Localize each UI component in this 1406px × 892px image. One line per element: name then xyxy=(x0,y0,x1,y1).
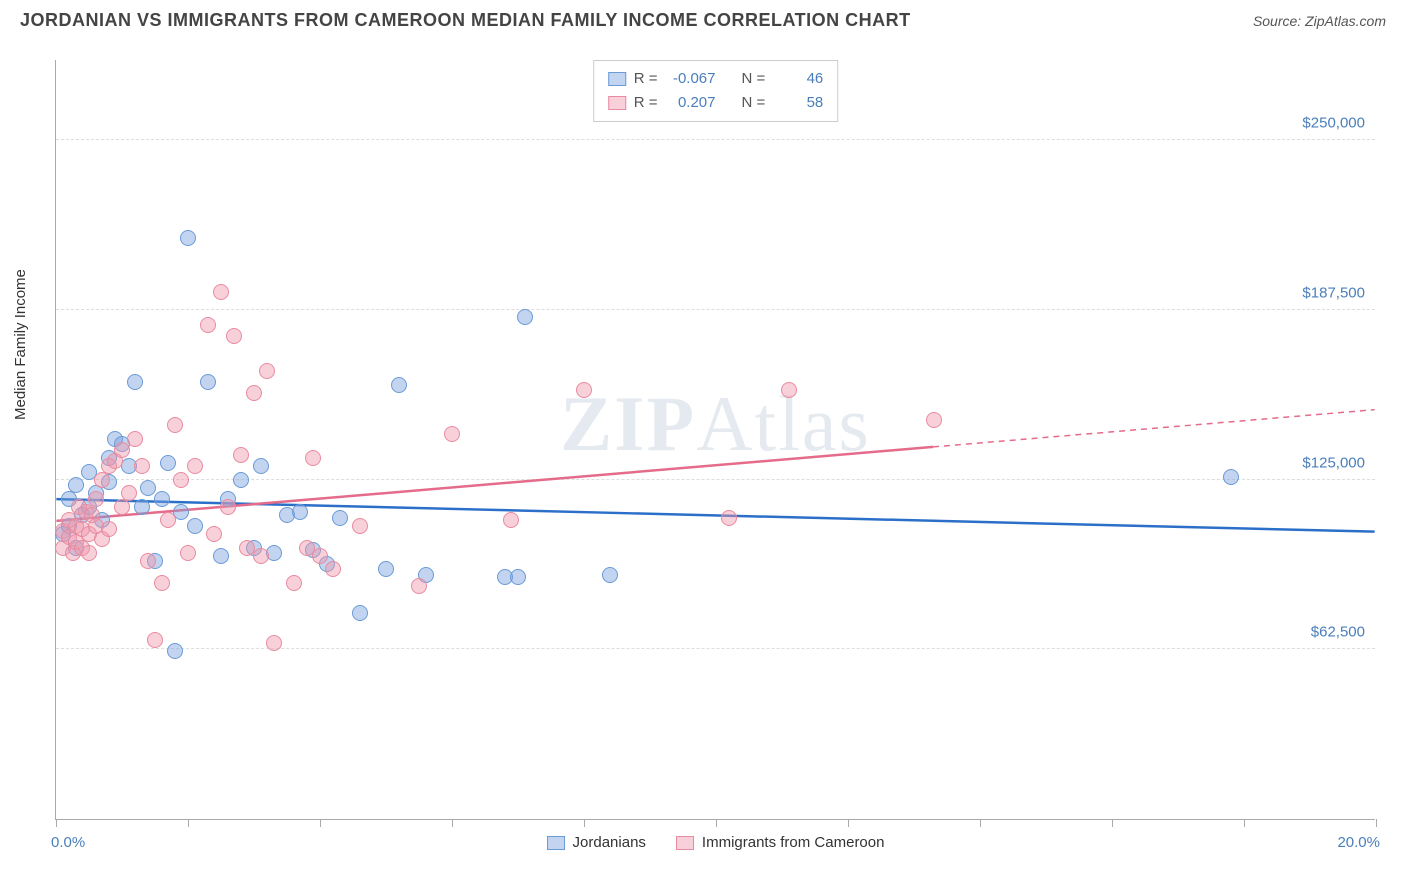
data-point xyxy=(325,561,341,577)
data-point xyxy=(114,442,130,458)
x-tick xyxy=(188,819,189,827)
y-axis-label: Median Family Income xyxy=(12,269,29,420)
data-point xyxy=(292,504,308,520)
data-point xyxy=(213,548,229,564)
data-point xyxy=(781,382,797,398)
y-tick-label: $125,000 xyxy=(1302,454,1365,471)
data-point xyxy=(503,512,519,528)
x-tick xyxy=(848,819,849,827)
data-point xyxy=(312,548,328,564)
data-point xyxy=(305,450,321,466)
x-tick xyxy=(980,819,981,827)
y-tick-label: $62,500 xyxy=(1311,624,1365,641)
data-point xyxy=(127,374,143,390)
data-point xyxy=(721,510,737,526)
gridline xyxy=(56,139,1375,140)
data-point xyxy=(213,284,229,300)
x-tick xyxy=(716,819,717,827)
data-point xyxy=(352,518,368,534)
data-point xyxy=(187,458,203,474)
data-point xyxy=(1223,469,1239,485)
data-point xyxy=(160,455,176,471)
swatch-cameroon xyxy=(608,96,626,110)
data-point xyxy=(206,526,222,542)
data-point xyxy=(233,472,249,488)
stats-row-jordanians: R = -0.067 N = 46 xyxy=(608,67,824,91)
regression-lines xyxy=(56,60,1375,819)
data-point xyxy=(253,548,269,564)
data-point xyxy=(253,458,269,474)
data-point xyxy=(154,575,170,591)
data-point xyxy=(602,567,618,583)
watermark: ZIPAtlas xyxy=(560,379,871,469)
legend-swatch-jordanians xyxy=(547,836,565,850)
data-point xyxy=(510,569,526,585)
source-attribution: Source: ZipAtlas.com xyxy=(1253,13,1386,29)
data-point xyxy=(926,412,942,428)
y-tick-label: $250,000 xyxy=(1302,115,1365,132)
data-point xyxy=(127,431,143,447)
data-point xyxy=(246,385,262,401)
chart-plot-area: ZIPAtlas $62,500 $125,000 $187,500 $250,000… xyxy=(55,60,1375,820)
legend-swatch-cameroon xyxy=(676,836,694,850)
data-point xyxy=(200,374,216,390)
data-point xyxy=(266,635,282,651)
data-point xyxy=(200,317,216,333)
x-tick xyxy=(1112,819,1113,827)
data-point xyxy=(391,377,407,393)
data-point xyxy=(259,363,275,379)
gridline xyxy=(56,309,1375,310)
data-point xyxy=(180,230,196,246)
data-point xyxy=(81,545,97,561)
stats-row-cameroon: R = 0.207 N = 58 xyxy=(608,91,824,115)
data-point xyxy=(576,382,592,398)
data-point xyxy=(160,512,176,528)
data-point xyxy=(226,328,242,344)
data-point xyxy=(180,545,196,561)
x-tick xyxy=(584,819,585,827)
data-point xyxy=(121,485,137,501)
data-point xyxy=(378,561,394,577)
data-point xyxy=(154,491,170,507)
data-point xyxy=(167,643,183,659)
data-point xyxy=(134,499,150,515)
data-point xyxy=(101,521,117,537)
legend-item-cameroon: Immigrants from Cameroon xyxy=(676,834,885,851)
x-axis-min: 0.0% xyxy=(51,834,85,851)
x-tick xyxy=(56,819,57,827)
data-point xyxy=(444,426,460,442)
data-point xyxy=(173,472,189,488)
x-tick xyxy=(1244,819,1245,827)
correlation-stats-box: R = -0.067 N = 46 R = 0.207 N = 58 xyxy=(593,60,839,122)
data-point xyxy=(352,605,368,621)
gridline xyxy=(56,648,1375,649)
data-point xyxy=(88,491,104,507)
data-point xyxy=(411,578,427,594)
x-axis-max: 20.0% xyxy=(1337,834,1380,851)
data-point xyxy=(147,632,163,648)
data-point xyxy=(167,417,183,433)
data-point xyxy=(68,477,84,493)
data-point xyxy=(286,575,302,591)
swatch-jordanians xyxy=(608,72,626,86)
data-point xyxy=(233,447,249,463)
x-tick xyxy=(320,819,321,827)
bottom-legend: Jordanians Immigrants from Cameroon xyxy=(547,834,885,851)
gridline xyxy=(56,479,1375,480)
data-point xyxy=(220,499,236,515)
y-tick-label: $187,500 xyxy=(1302,285,1365,302)
data-point xyxy=(517,309,533,325)
data-point xyxy=(140,553,156,569)
legend-item-jordanians: Jordanians xyxy=(547,834,646,851)
data-point xyxy=(134,458,150,474)
x-tick xyxy=(452,819,453,827)
x-tick xyxy=(1376,819,1377,827)
data-point xyxy=(187,518,203,534)
chart-title: JORDANIAN VS IMMIGRANTS FROM CAMEROON ME… xyxy=(20,10,911,31)
data-point xyxy=(332,510,348,526)
